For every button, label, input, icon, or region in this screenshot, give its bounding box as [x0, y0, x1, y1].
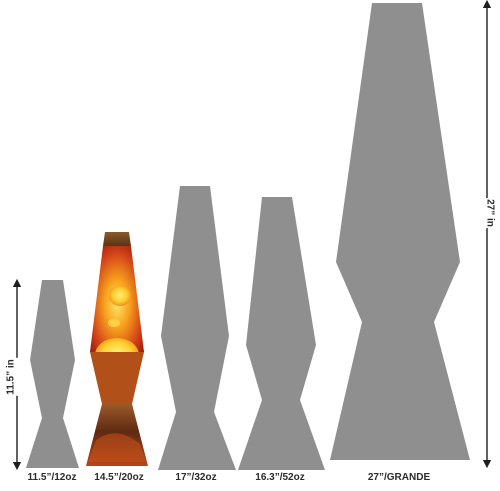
height-label-left: 11.5” in	[3, 358, 19, 396]
lamp-silhouette-27-grande	[330, 3, 470, 460]
lamp-silhouette-16-3	[238, 197, 325, 470]
lava-lamp-cap	[103, 232, 131, 246]
size-caption-17: 17”/32oz	[175, 472, 217, 483]
size-caption-16-3: 16.3”/52oz	[255, 472, 305, 483]
size-caption-14-5: 14.5”/20oz	[94, 472, 144, 483]
lamp-silhouette-17	[158, 186, 236, 470]
lava-blob-small	[108, 319, 120, 327]
lamp-silhouette-11-5	[26, 280, 79, 468]
lava-blob-top	[109, 286, 131, 306]
size-caption-27-grande: 27”/GRANDE	[367, 472, 431, 483]
lava-lamp-base-glow	[88, 433, 146, 462]
size-caption-11-5: 11.5”/12oz	[27, 472, 77, 483]
lava-lamp-waist	[90, 352, 144, 404]
height-label-right: 27” in	[482, 198, 498, 228]
lava-lamp-colored	[86, 232, 148, 466]
